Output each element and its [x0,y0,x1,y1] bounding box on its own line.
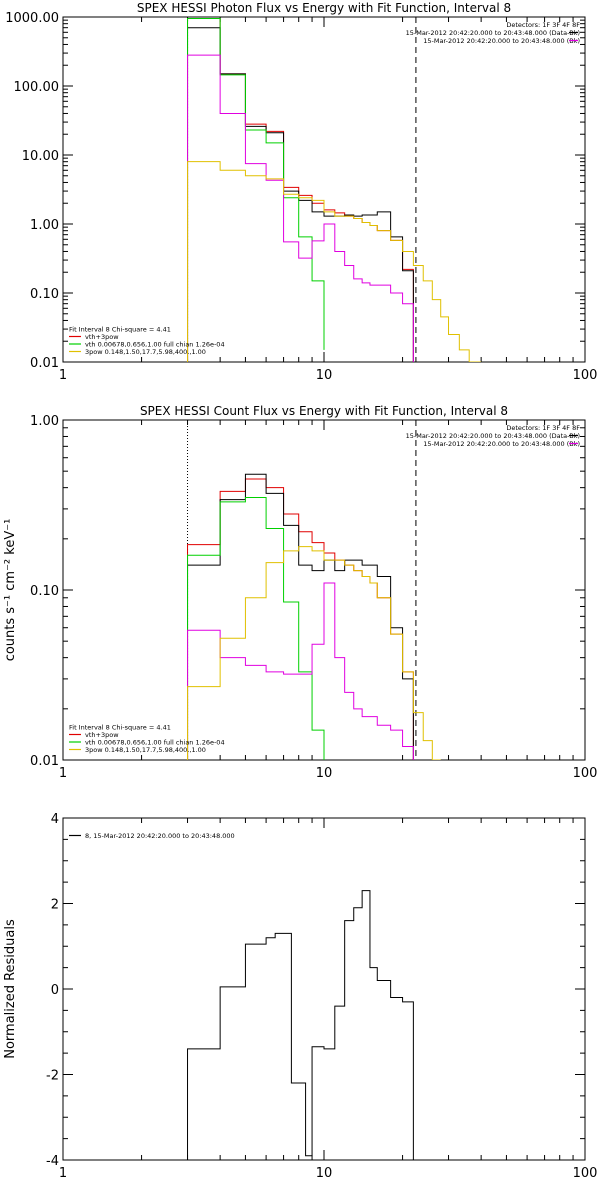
series-magenta-histogram [187,54,414,362]
y-tick-label: 0.01 [30,356,59,371]
legend-text: vth 0.00678,0.656,1.00 full chian 1.26e-… [85,341,225,349]
series-black-histogram [187,27,414,362]
x-tick-label: 100 [573,766,598,781]
series-black-histogram [187,473,414,760]
x-tick-label: 1 [59,1166,67,1181]
series-yellow-histogram [187,546,441,760]
series-red-histogram [187,478,414,760]
y-tick-label: 1.00 [30,414,59,429]
legend-text: vth+3pow [85,333,119,341]
legend-text: vth+3pow [85,731,119,739]
series-yellow-histogram [187,161,482,362]
legend-header: Fit Interval 8 Chi-square = 4.41 [69,724,171,732]
info-text: 15-Mar-2012 20:42:20.000 to 20:43:48.000… [406,432,580,440]
x-tick-label: 100 [573,1166,598,1181]
x-tick-label: 1 [59,368,67,383]
legend-text: 3pow 0.148,1.50,17.7,5.98,400.,1.00 [85,746,206,754]
y-tick-label: 10.00 [22,149,59,164]
info-text: 15-Mar-2012 20:42:20.000 to 20:43:48.000… [423,440,580,448]
chart-title: SPEX HESSI Count Flux vs Energy with Fit… [140,404,508,418]
y-tick-label: -2 [46,1069,59,1084]
info-text: 15-Mar-2012 20:42:20.000 to 20:43:48.000… [423,37,580,45]
y-tick-label: 0.10 [30,584,59,599]
legend-text: 8, 15-Mar-2012 20:42:20.000 to 20:43:48.… [85,832,235,840]
info-text: 15-Mar-2012 20:42:20.000 to 20:43:48.000… [406,29,580,37]
y-tick-label: 0.01 [30,754,59,769]
series-magenta-histogram [187,582,414,760]
x-tick-label: 10 [316,766,333,781]
chart-title: SPEX HESSI Photon Flux vs Energy with Fi… [137,1,511,15]
series-black-histogram [187,890,414,1160]
y-tick-label: 2 [51,898,59,913]
series-green-histogram [187,18,325,362]
x-tick-label: 1 [59,766,67,781]
y-axis-label: counts s⁻¹ cm⁻² keV⁻¹ [3,519,18,662]
legend-text: 3pow 0.148,1.50,17.7,5.98,400.,1.00 [85,348,206,356]
x-tick-label: 100 [573,368,598,383]
legend-text: vth 0.00678,0.656,1.00 full chian 1.26e-… [85,739,225,747]
info-text: Detectors: 1F 3F 4F 8F [506,21,580,29]
y-axis-label: Normalized Residuals [3,919,18,1059]
y-tick-label: 1000.00 [5,11,59,26]
y-tick-label: 0 [51,983,59,998]
series-green-histogram [187,497,325,760]
y-tick-label: 1.00 [30,218,59,233]
info-text: Detectors: 1F 3F 4F 8F [506,424,580,432]
y-tick-label: 0.10 [30,287,59,302]
y-tick-label: 100.00 [14,80,60,95]
legend-header: Fit Interval 8 Chi-square = 4.41 [69,326,171,334]
y-tick-label: -4 [46,1154,59,1169]
x-tick-label: 10 [316,368,333,383]
plot-frame [62,817,586,1161]
x-tick-label: 10 [316,1166,333,1181]
y-tick-label: 4 [51,812,59,827]
series-red-histogram [187,18,414,362]
